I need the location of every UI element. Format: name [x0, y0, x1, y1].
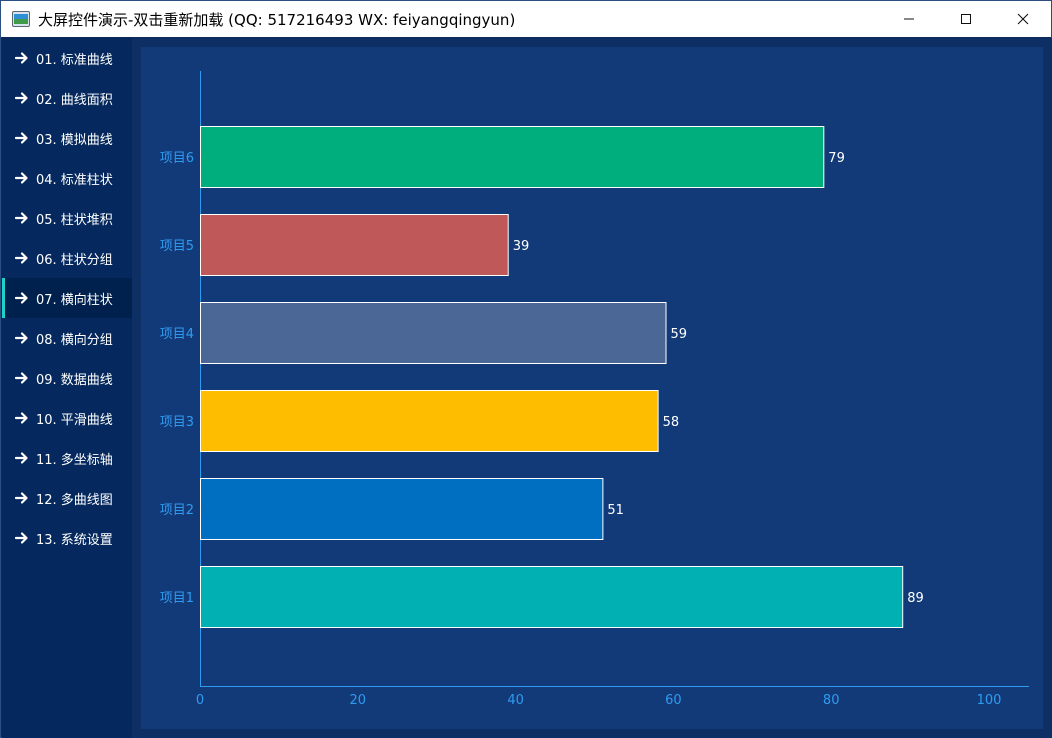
sidebar-item-label: 02. 曲线面积	[36, 92, 113, 108]
bar-1	[200, 566, 904, 628]
sidebar-item-label: 09. 数据曲线	[36, 372, 113, 388]
category-label: 项目5	[160, 239, 194, 254]
bar-5	[200, 214, 509, 276]
sidebar-item-1[interactable]: 01. 标准曲线	[2, 38, 132, 78]
arrow-right-icon	[15, 532, 28, 544]
x-tick-label: 40	[507, 693, 524, 708]
maximize-button[interactable]	[937, 1, 994, 37]
arrow-right-icon	[15, 212, 28, 224]
arrow-right-icon	[15, 412, 28, 424]
sidebar-item-12[interactable]: 12. 多曲线图	[2, 478, 132, 518]
arrow-right-icon	[15, 172, 28, 184]
sidebar-item-label: 08. 横向分组	[36, 332, 113, 348]
sidebar-item-label: 07. 横向柱状	[36, 292, 113, 308]
value-label: 79	[828, 151, 845, 166]
x-tick-label: 80	[823, 693, 840, 708]
maximize-icon	[960, 14, 971, 24]
category-label: 项目4	[160, 327, 194, 342]
minimize-button[interactable]	[880, 1, 937, 37]
sidebar-item-13[interactable]: 13. 系统设置	[2, 518, 132, 558]
sidebar-item-5[interactable]: 05. 柱状堆积	[2, 198, 132, 238]
sidebar-item-label: 13. 系统设置	[36, 532, 113, 548]
x-tick-label: 100	[977, 693, 1002, 708]
arrow-right-icon	[15, 492, 28, 504]
arrow-right-icon	[15, 292, 28, 304]
category-label: 项目2	[160, 503, 194, 518]
sidebar-item-3[interactable]: 03. 模拟曲线	[2, 118, 132, 158]
x-tick-label: 60	[665, 693, 682, 708]
sidebar-item-label: 12. 多曲线图	[36, 492, 113, 508]
sidebar-item-11[interactable]: 11. 多坐标轴	[2, 438, 132, 478]
arrow-right-icon	[15, 452, 28, 464]
arrow-right-icon	[15, 132, 28, 144]
x-tick-label: 0	[196, 693, 204, 708]
close-icon	[1017, 13, 1028, 25]
bar-6	[200, 126, 825, 188]
sidebar-item-label: 10. 平滑曲线	[36, 412, 113, 428]
minimize-icon	[903, 18, 914, 20]
sidebar-item-label: 04. 标准柱状	[36, 172, 113, 188]
bar-2	[200, 478, 604, 540]
sidebar-item-label: 06. 柱状分组	[36, 252, 113, 268]
horizontal-bar-chart: 0 20 40 60 80 100 项目1 89 项目2 51 项目3 58 项目4 59 项目5 39 项目6…	[160, 71, 1029, 708]
sidebar-item-10[interactable]: 10. 平滑曲线	[2, 398, 132, 438]
value-label: 39	[513, 239, 530, 254]
sidebar-item-label: 03. 模拟曲线	[36, 132, 113, 148]
sidebar-item-label: 01. 标准曲线	[36, 52, 113, 68]
title-bar[interactable]: 大屏控件演示-双击重新加载 (QQ: 517216493 WX: feiyang…	[1, 1, 1051, 37]
window-title: 大屏控件演示-双击重新加载 (QQ: 517216493 WX: feiyang…	[38, 10, 516, 29]
sidebar-item-label: 11. 多坐标轴	[36, 452, 113, 468]
app-image-icon	[12, 11, 30, 27]
value-label: 59	[671, 327, 688, 342]
category-label: 项目3	[160, 415, 194, 430]
sidebar-item-9[interactable]: 09. 数据曲线	[2, 358, 132, 398]
category-label: 项目6	[160, 151, 194, 166]
category-label: 项目1	[160, 591, 194, 606]
sidebar-item-7[interactable]: 07. 横向柱状	[2, 278, 132, 318]
arrow-right-icon	[15, 252, 28, 264]
arrow-right-icon	[15, 332, 28, 344]
sidebar-item-label: 05. 柱状堆积	[36, 212, 113, 228]
sidebar-item-2[interactable]: 02. 曲线面积	[2, 78, 132, 118]
arrow-right-icon	[15, 92, 28, 104]
value-label: 58	[663, 415, 680, 430]
sidebar-item-8[interactable]: 08. 横向分组	[2, 318, 132, 358]
bar-4	[200, 302, 667, 364]
x-tick-label: 20	[350, 693, 367, 708]
window-controls	[880, 1, 1051, 37]
arrow-right-icon	[15, 372, 28, 384]
sidebar-item-6[interactable]: 06. 柱状分组	[2, 238, 132, 278]
arrow-right-icon	[15, 52, 28, 64]
bar-3	[200, 390, 659, 452]
value-label: 51	[607, 503, 624, 518]
sidebar-item-4[interactable]: 04. 标准柱状	[2, 158, 132, 198]
value-label: 89	[907, 591, 924, 606]
sidebar-nav: 01. 标准曲线 02. 曲线面积 03. 模拟曲线 04. 标准柱状 05. 柱状堆积…	[2, 38, 132, 738]
close-button[interactable]	[994, 1, 1051, 37]
